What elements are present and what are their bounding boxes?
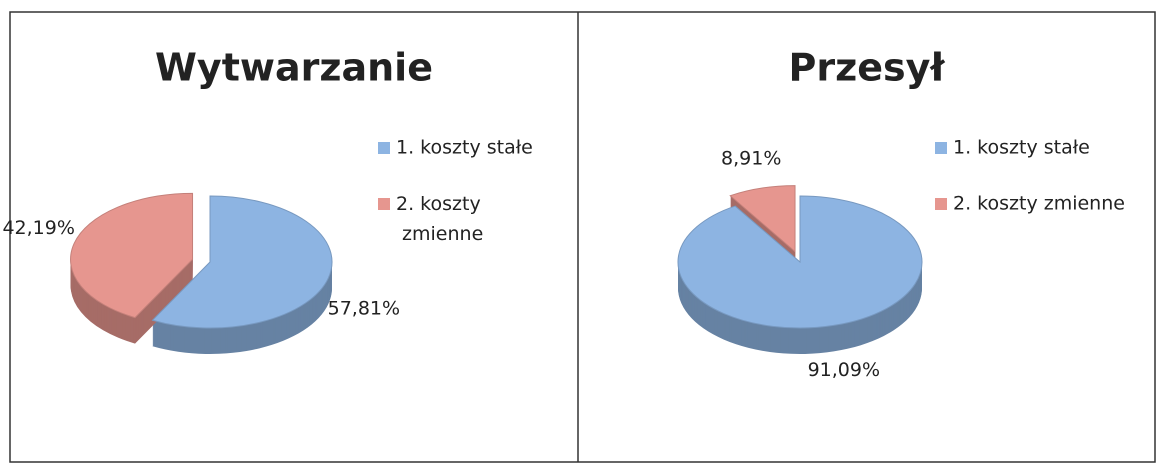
frame <box>9 11 1156 463</box>
chart-title: Wytwarzanie <box>155 46 433 90</box>
legend-label: 2. koszty zmienne <box>953 193 1125 215</box>
slice <box>151 195 333 329</box>
legend-label: 1. koszty stałe <box>396 137 533 159</box>
legend-swatch <box>935 198 947 210</box>
slice <box>729 185 796 253</box>
data-label: 42,19% <box>2 217 74 239</box>
slice <box>70 192 194 319</box>
legend-label: 1. koszty stałe <box>953 137 1090 159</box>
data-label: 8,91% <box>721 148 781 170</box>
legend-swatch <box>935 142 947 154</box>
legend-label: 2. koszty zmienne <box>396 193 483 245</box>
chart-title: Przesył <box>789 46 946 90</box>
slice <box>677 195 923 329</box>
legend-swatch <box>378 198 390 210</box>
data-label: 91,09% <box>808 359 880 381</box>
data-label: 57,81% <box>328 297 400 319</box>
legend-swatch <box>378 142 390 154</box>
